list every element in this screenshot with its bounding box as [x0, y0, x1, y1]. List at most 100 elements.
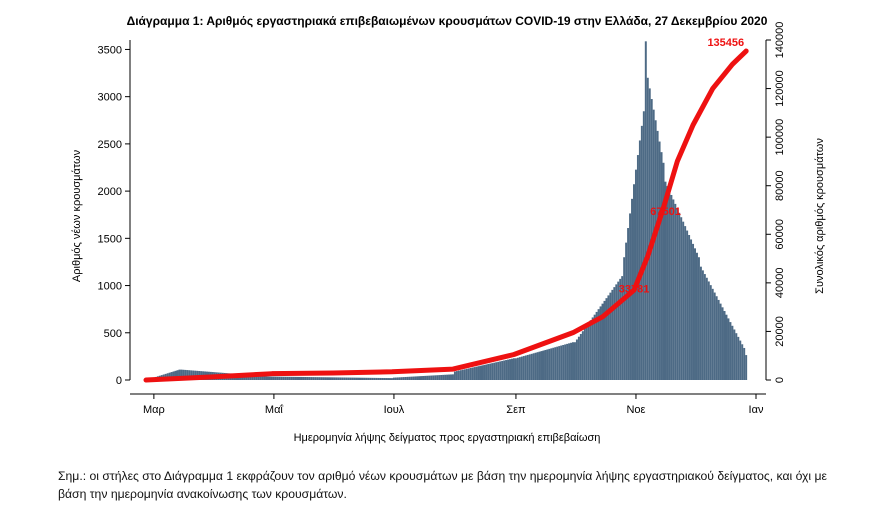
bar: [570, 342, 573, 380]
bar: [390, 378, 393, 380]
bar: [495, 362, 498, 380]
bar: [575, 339, 578, 380]
bar: [400, 377, 403, 380]
bar: [707, 281, 710, 380]
x-tick-label: Μαΐ: [265, 404, 284, 416]
bar: [453, 371, 456, 380]
bar: [640, 125, 643, 381]
bar: [593, 314, 596, 380]
y2-tick-label: 80000: [774, 170, 786, 201]
bar: [501, 360, 504, 380]
y2-tick-label: 140000: [774, 22, 786, 59]
bar: [507, 359, 510, 380]
bar: [339, 377, 342, 380]
chart-canvas: Διάγραμμα 1: Αριθμός εργαστηριακά επιβεβ…: [71, 14, 826, 444]
bar: [459, 370, 462, 380]
annotation-label: 67501: [650, 206, 681, 218]
bar: [446, 374, 449, 380]
bar: [438, 375, 441, 380]
y2-axis-label: Συνολικός αριθμός κρουσμάτων: [814, 138, 826, 294]
bar: [190, 370, 193, 380]
x-tick-label: Ιαν: [749, 404, 764, 416]
bar: [329, 377, 332, 380]
bar: [259, 376, 262, 380]
bar: [520, 356, 523, 380]
x-tick-label: Σεπ: [506, 404, 526, 416]
bar: [562, 344, 565, 380]
bar: [660, 152, 663, 380]
chart-title: Διάγραμμα 1: Αριθμός εργαστηριακά επιβεβ…: [127, 14, 768, 28]
bar: [505, 360, 508, 380]
bar: [725, 314, 728, 380]
y-tick-label: 3500: [98, 44, 122, 56]
bar: [367, 377, 370, 380]
bar: [546, 349, 549, 380]
bar: [432, 375, 435, 380]
bar: [713, 292, 716, 380]
bar: [583, 328, 586, 380]
bar: [516, 357, 519, 380]
bar: [680, 217, 683, 380]
bar: [302, 376, 305, 380]
bar: [727, 318, 730, 380]
bar: [265, 376, 268, 380]
bar: [656, 130, 659, 380]
bar: [642, 111, 645, 380]
bar: [428, 375, 431, 380]
y2-tick-label: 120000: [774, 70, 786, 107]
bar: [591, 317, 594, 380]
bar: [318, 377, 321, 380]
bar: [603, 300, 606, 380]
bar: [621, 276, 624, 380]
bar: [695, 252, 698, 380]
cumulative-line-series: [143, 48, 749, 383]
bar: [694, 248, 696, 380]
bar: [597, 309, 600, 380]
bar: [255, 376, 258, 380]
bar: [251, 376, 254, 380]
bar: [406, 376, 409, 380]
bar: [182, 369, 185, 380]
bar: [335, 377, 338, 380]
bar: [172, 371, 175, 380]
bar: [186, 370, 189, 380]
y2-tick-label: 100000: [774, 119, 786, 156]
bar: [558, 346, 561, 380]
bar: [357, 377, 360, 380]
bar: [253, 376, 256, 380]
bar: [623, 257, 626, 380]
bar: [573, 342, 576, 380]
bar: [662, 162, 665, 380]
bar: [658, 141, 661, 380]
bar: [333, 377, 336, 380]
x-axis-label: Ημερομηνία λήψης δείγματος προς εργαστηρ…: [294, 432, 601, 444]
bar: [337, 377, 340, 380]
bar: [398, 377, 401, 380]
y-tick-label: 1500: [98, 233, 122, 245]
bar: [721, 307, 724, 380]
bar: [310, 377, 313, 380]
bar: [731, 325, 734, 380]
bar: [424, 375, 427, 380]
bar: [538, 351, 541, 380]
y-axis-label: Αριθμός νέων κρουσμάτων: [71, 149, 83, 282]
bar: [715, 296, 718, 380]
bar: [560, 345, 563, 380]
bar: [243, 376, 246, 380]
bar: [654, 120, 657, 381]
bar: [473, 367, 476, 380]
bar: [711, 288, 714, 380]
bar: [733, 329, 736, 380]
bar: [717, 299, 720, 380]
bar: [648, 88, 651, 381]
bar: [568, 343, 571, 380]
bar: [306, 377, 309, 380]
x-tick-label: Μαρ: [143, 404, 165, 416]
bar: [331, 377, 334, 380]
y-tick-label: 3000: [98, 92, 122, 104]
bar: [627, 228, 630, 380]
bar: [276, 376, 279, 380]
bar: [499, 361, 502, 380]
bar: [387, 378, 390, 380]
bar: [550, 348, 553, 380]
